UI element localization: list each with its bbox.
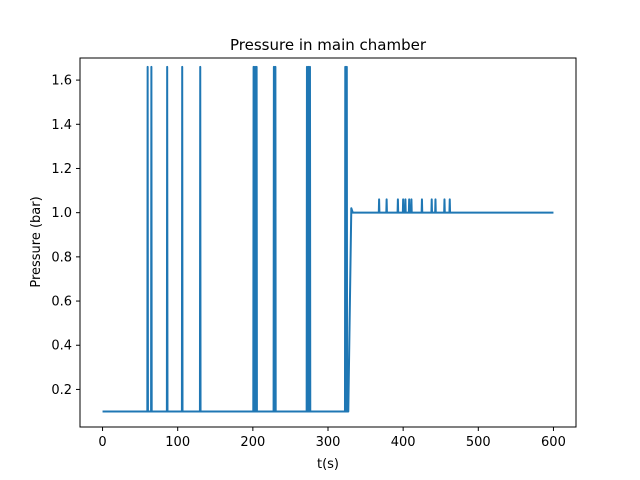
y-tick-label: 1.0 <box>51 206 72 221</box>
plot-frame <box>79 57 577 428</box>
plot-area <box>102 65 554 413</box>
y-tick-label: 1.6 <box>51 74 72 89</box>
x-tick-label: 100 <box>165 435 190 450</box>
x-tick-label: 600 <box>541 435 566 450</box>
pressure-series-line <box>102 65 554 413</box>
y-tick-label: 0.4 <box>51 339 72 354</box>
y-tick-label: 1.2 <box>51 162 72 177</box>
y-tick-label: 1.4 <box>51 118 72 133</box>
x-tick-label: 400 <box>391 435 416 450</box>
chart-title: Pressure in main chamber <box>230 36 427 54</box>
y-axis-label: Pressure (bar) <box>29 196 44 287</box>
y-tick-label: 0.6 <box>51 295 72 310</box>
x-axis: 0 100 200 300 400 500 600 <box>98 427 566 450</box>
y-tick-label: 0.2 <box>51 383 72 398</box>
x-tick-label: 200 <box>240 435 265 450</box>
x-tick-label: 0 <box>98 435 106 450</box>
x-tick-label: 500 <box>466 435 491 450</box>
y-axis: 0.2 0.4 0.6 0.8 1.0 1.2 1.4 1.6 <box>51 74 80 398</box>
y-tick-label: 0.8 <box>51 250 72 265</box>
x-axis-label: t(s) <box>317 457 339 472</box>
x-tick-label: 300 <box>316 435 341 450</box>
